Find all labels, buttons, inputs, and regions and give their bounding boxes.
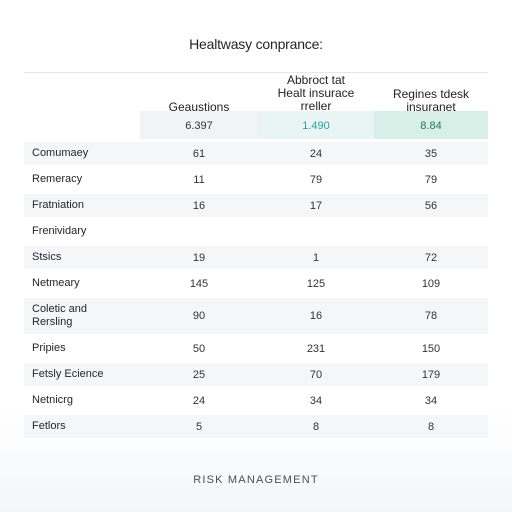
- table-cell: 56: [424, 199, 438, 212]
- row-label: Netmeary: [32, 277, 80, 289]
- table-cell: 16: [309, 310, 323, 322]
- table-row: Frenividary: [24, 220, 488, 246]
- table-cell: 8: [427, 420, 435, 433]
- table-cell: [374, 220, 488, 243]
- table-cell: [140, 220, 258, 243]
- table-cell: 78: [424, 310, 438, 322]
- row-label: Fetlors: [32, 420, 66, 432]
- table-row: Fetsly Ecience 25 70 179: [24, 363, 488, 389]
- row-label: Fetsly Ecience: [32, 368, 104, 380]
- table-cell: 61: [192, 147, 206, 160]
- table-cell: 34: [309, 394, 323, 407]
- table-cell: 5: [195, 420, 203, 433]
- table-cell: 231: [306, 342, 326, 355]
- header-divider: [24, 72, 488, 73]
- row-label: Stsics: [32, 251, 62, 263]
- table-row: Remeracy 11 79 79: [24, 168, 488, 194]
- table-cell: 179: [421, 368, 441, 381]
- table-row: Comumaey 61 24 35: [24, 142, 488, 168]
- table-cell: 125: [306, 277, 326, 290]
- table-cell: 145: [189, 277, 209, 290]
- table-cell: 79: [309, 173, 323, 186]
- summary-value-3: 8.84: [420, 120, 442, 132]
- table-cell: 8: [312, 420, 320, 433]
- row-label: Coletic and Rersling: [32, 303, 88, 328]
- table-cell: 72: [424, 251, 438, 264]
- table-cell: 150: [421, 342, 441, 355]
- table-row: Fratniation 16 17 56: [24, 194, 488, 220]
- table-cell: 35: [424, 147, 438, 160]
- table-cell: 19: [192, 251, 206, 264]
- summary-band-3: [374, 111, 488, 139]
- row-label: Frenividary: [32, 225, 87, 237]
- summary-value-2: 1.490: [302, 120, 330, 132]
- row-label: Comumaey: [32, 147, 89, 159]
- footer-caption: RISK MANAGEMENT: [193, 474, 319, 486]
- table-cell: 17: [309, 199, 323, 212]
- row-label: Remeracy: [32, 173, 83, 185]
- table-row: Pripies 50 231 150: [24, 337, 488, 363]
- row-label: Netnicrg: [32, 394, 73, 406]
- column-header-2: Abbroct tat Healt insurace rreller: [277, 73, 355, 113]
- summary-band-2: [258, 111, 374, 139]
- table-cell: 109: [421, 277, 441, 290]
- table-cell: 24: [192, 394, 206, 407]
- table-row: Stsics 19 1 72: [24, 246, 488, 272]
- table-cell: 11: [193, 173, 205, 186]
- table-cell: 70: [309, 368, 323, 381]
- summary-band-1: [140, 111, 258, 139]
- table-row: Netnicrg 24 34 34: [24, 389, 488, 415]
- table-cell: 90: [192, 310, 206, 322]
- row-label: Fratniation: [32, 199, 84, 211]
- column-header-3: Regines tdesk insuranet: [392, 87, 470, 114]
- comparison-table: Comumaey 61 24 35 Remeracy 11 79 79 Frat…: [24, 142, 488, 441]
- row-label: Pripies: [32, 342, 66, 354]
- table-cell: 24: [309, 147, 323, 160]
- table-cell: 1: [312, 251, 320, 264]
- table-cell: 25: [192, 368, 206, 381]
- summary-value-1: 6.397: [185, 120, 213, 132]
- table-cell: 50: [192, 342, 206, 355]
- table-row: Fetlors 5 8 8: [24, 415, 488, 441]
- page-title: Healtwasy conprance:: [189, 36, 323, 52]
- table-cell: 79: [424, 173, 438, 186]
- column-header-1: Geaustions: [168, 100, 230, 114]
- table-cell: 34: [424, 394, 438, 407]
- table-row: Netmeary 145 125 109: [24, 272, 488, 298]
- table-cell: 16: [192, 199, 206, 212]
- table-cell: [258, 220, 374, 243]
- table-row: Coletic and Rersling 90 16 78: [24, 298, 488, 337]
